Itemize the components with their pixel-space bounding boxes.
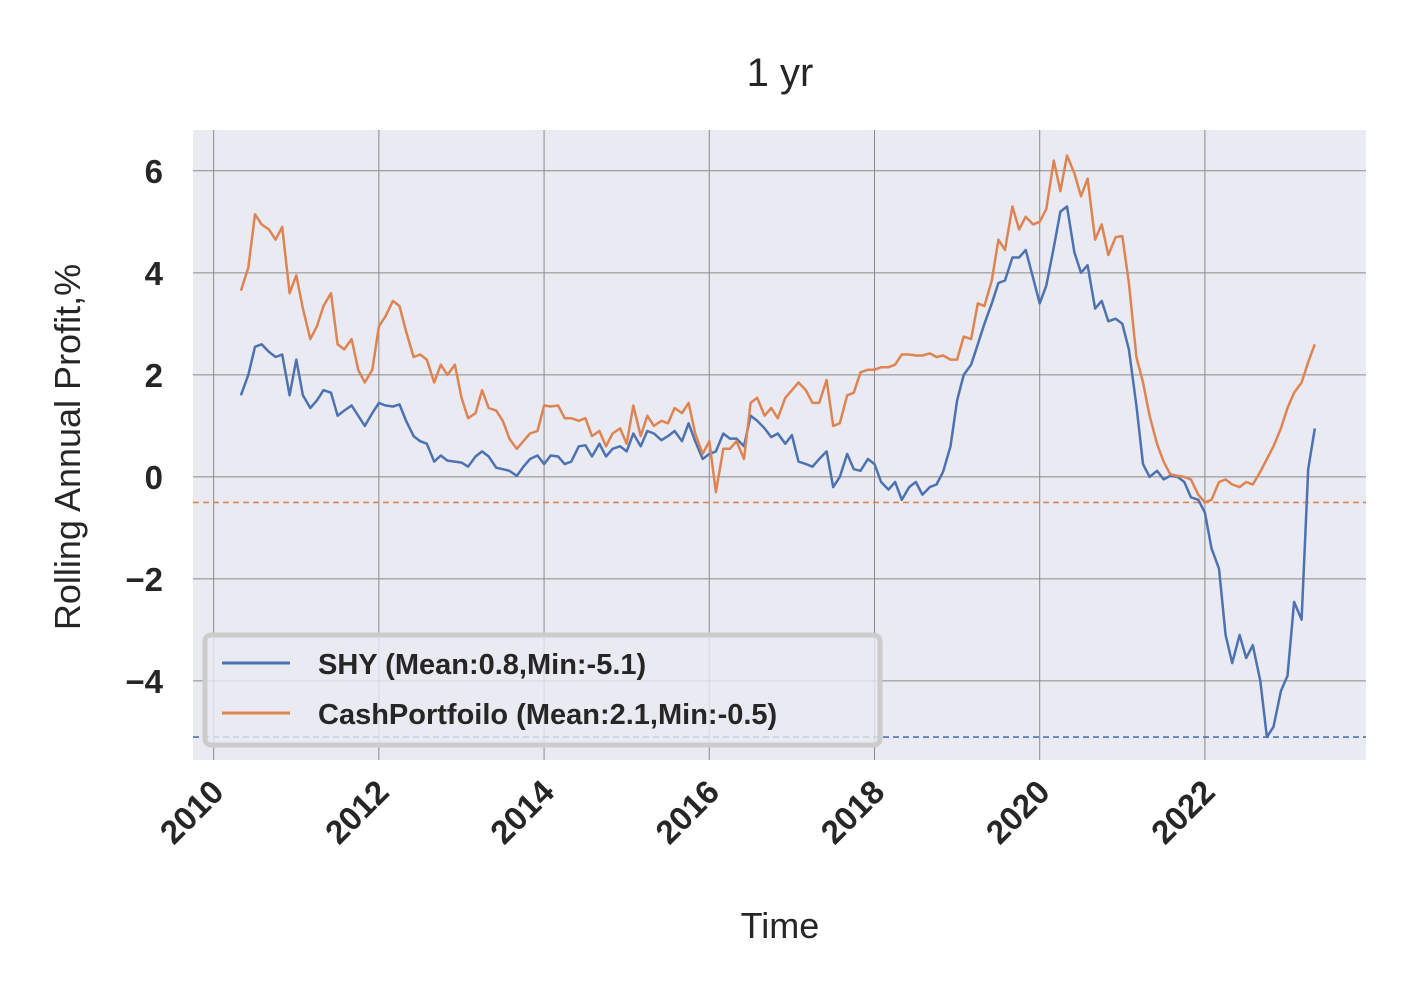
legend-label-shy: SHY (Mean:0.8,Min:-5.1) [318,649,646,681]
x-tick-label: 2016 [648,773,726,851]
legend-label-cashportfolio: CashPortfoilo (Mean:2.1,Min:-0.5) [318,699,777,731]
legend-box [202,632,883,748]
legend: SHY (Mean:0.8,Min:-5.1) CashPortfoilo (M… [202,632,883,748]
series-lines [239,154,1317,739]
y-tick-label: 6 [145,153,163,190]
x-tick-label: 2014 [483,772,562,851]
x-axis-label: Time [741,905,820,946]
x-tick-label: 2010 [153,773,231,851]
y-axis-ticks: 6 4 2 0 −2 −4 [125,153,163,700]
x-tick-label: 2020 [979,773,1057,851]
y-tick-label: 2 [145,357,163,394]
y-tick-label: −4 [125,663,163,700]
series-line-0 [239,205,1317,739]
chart-title: 1 yr [747,51,814,95]
y-tick-label: 4 [145,255,164,292]
x-tick-label: 2012 [318,773,396,851]
y-axis-label: Rolling Annual Profit,% [47,264,88,630]
x-axis-ticks: 2010 2012 2014 2016 2018 2020 2022 [153,772,1222,851]
series-line-1 [239,154,1316,504]
y-tick-label: −2 [125,561,163,598]
y-tick-label: 0 [145,459,163,496]
x-tick-label: 2022 [1144,773,1222,851]
x-tick-label: 2018 [813,773,891,851]
